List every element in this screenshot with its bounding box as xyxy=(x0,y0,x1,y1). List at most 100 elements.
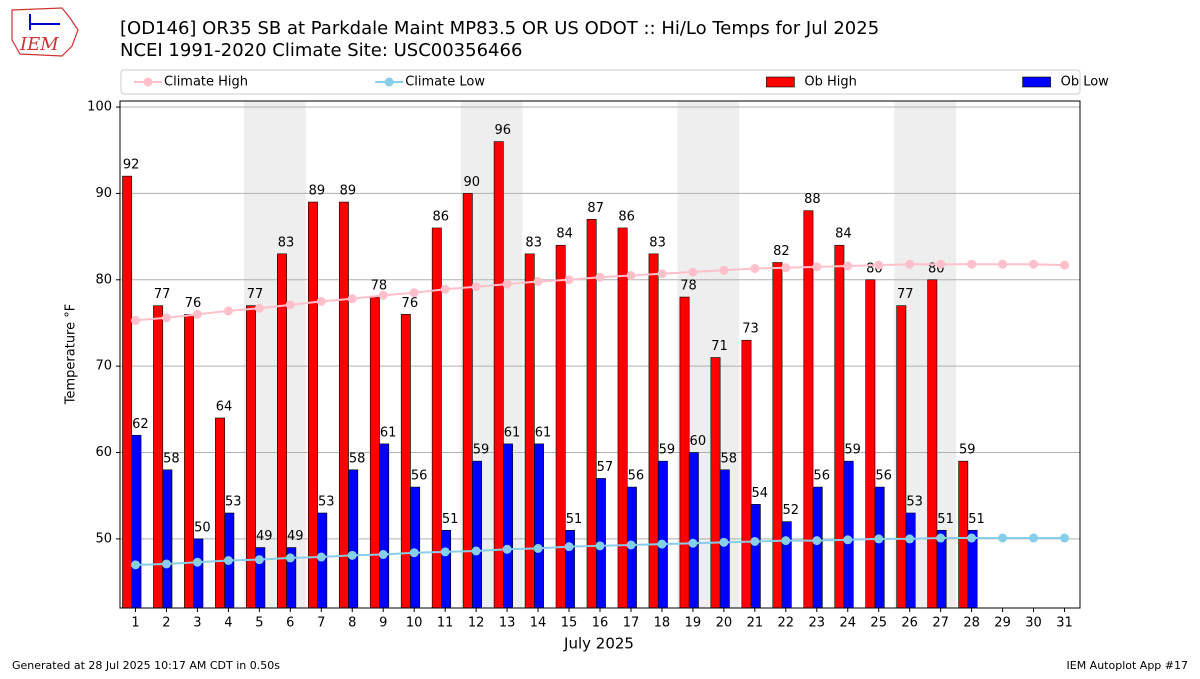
data-label: 58 xyxy=(163,451,180,466)
bar xyxy=(524,253,535,609)
bar xyxy=(131,434,142,609)
legend-swatch xyxy=(1022,76,1051,88)
bar xyxy=(710,357,721,609)
data-label: 50 xyxy=(194,520,211,535)
data-label: 61 xyxy=(504,425,521,440)
x-tick-label: 9 xyxy=(379,616,387,631)
data-label: 83 xyxy=(525,235,542,250)
footer-right: IEM Autoplot App #17 xyxy=(1067,659,1189,672)
bar xyxy=(534,443,544,609)
point xyxy=(533,277,543,287)
bar xyxy=(215,417,225,609)
point xyxy=(626,270,636,280)
data-label: 51 xyxy=(937,512,954,527)
data-label: 57 xyxy=(597,460,614,475)
x-tick-label: 6 xyxy=(286,616,294,631)
bar xyxy=(865,279,876,609)
legend: Climate High Climate Low Ob High Ob Low xyxy=(120,69,1110,95)
bar xyxy=(400,314,411,609)
data-label: 54 xyxy=(751,486,768,501)
point xyxy=(874,534,884,544)
point xyxy=(688,267,698,277)
point xyxy=(750,264,760,274)
chart-subtitle: NCEI 1991-2020 Climate Site: USC00356466 xyxy=(120,40,522,61)
point xyxy=(440,547,450,557)
legend-label: Climate High xyxy=(164,75,248,90)
bar xyxy=(193,538,204,609)
data-label: 49 xyxy=(287,529,304,544)
bar xyxy=(431,227,442,609)
y-tick-label: 70 xyxy=(95,359,112,374)
point xyxy=(254,555,264,565)
bar xyxy=(565,529,575,609)
y-tick-label: 80 xyxy=(95,272,112,287)
point xyxy=(1060,260,1070,270)
x-tick-label: 21 xyxy=(747,616,764,631)
x-tick-label: 30 xyxy=(1025,616,1042,631)
point xyxy=(316,296,326,306)
point xyxy=(967,533,977,543)
point xyxy=(688,538,698,548)
point xyxy=(254,303,264,313)
data-label: 88 xyxy=(804,192,821,207)
point xyxy=(936,533,946,543)
point xyxy=(874,260,884,270)
bar xyxy=(503,443,513,609)
point xyxy=(471,546,481,556)
point xyxy=(905,259,915,269)
data-label: 53 xyxy=(906,494,923,509)
y-tick-label: 100 xyxy=(87,100,112,115)
bar xyxy=(741,339,752,609)
point xyxy=(595,272,605,282)
x-tick-label: 20 xyxy=(716,616,733,631)
point xyxy=(750,536,760,546)
data-label: 77 xyxy=(897,287,914,302)
bar xyxy=(803,210,814,609)
footer-left: Generated at 28 Jul 2025 10:17 AM CDT in… xyxy=(12,659,280,672)
point xyxy=(564,275,574,285)
bar xyxy=(555,244,566,609)
point xyxy=(967,259,977,269)
point xyxy=(161,313,171,323)
data-label: 64 xyxy=(216,399,233,414)
bar xyxy=(462,193,473,609)
data-label: 76 xyxy=(402,296,419,311)
y-axis-label: Temperature °F xyxy=(64,304,79,405)
y-tick-label: 60 xyxy=(95,445,112,460)
bar xyxy=(122,175,133,609)
point xyxy=(378,549,388,559)
point xyxy=(657,539,667,549)
point xyxy=(998,259,1008,269)
data-label: 56 xyxy=(813,469,830,484)
bar xyxy=(896,305,907,609)
data-label: 51 xyxy=(442,512,459,527)
data-label: 49 xyxy=(256,529,273,544)
data-label: 89 xyxy=(309,184,326,199)
point xyxy=(1029,533,1039,543)
legend-label: Ob Low xyxy=(1061,75,1110,90)
data-label: 59 xyxy=(659,443,676,458)
point xyxy=(905,534,915,544)
point xyxy=(998,533,1008,543)
data-label: 61 xyxy=(380,425,397,440)
x-tick-label: 29 xyxy=(994,616,1011,631)
x-tick-label: 16 xyxy=(592,616,609,631)
bar xyxy=(679,296,690,609)
data-label: 76 xyxy=(185,296,202,311)
data-label: 59 xyxy=(959,443,976,458)
logo: IEM xyxy=(11,7,79,57)
logo-outline xyxy=(11,7,79,57)
bar xyxy=(905,512,916,609)
data-label: 56 xyxy=(875,469,892,484)
point xyxy=(781,263,791,273)
data-label: 51 xyxy=(968,512,985,527)
point xyxy=(285,553,295,563)
bar xyxy=(648,253,659,609)
point xyxy=(502,544,512,554)
bar xyxy=(927,279,938,609)
point xyxy=(1029,259,1039,269)
point xyxy=(192,557,202,567)
data-label: 53 xyxy=(225,494,242,509)
point xyxy=(502,279,512,289)
